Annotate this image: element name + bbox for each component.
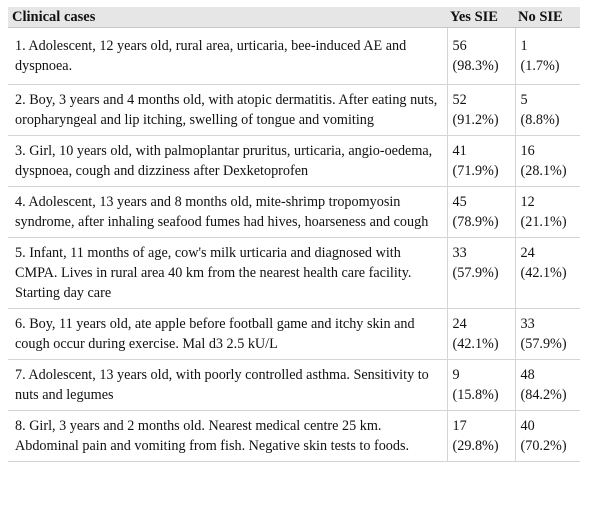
table-row: 7. Adolescent, 13 years old, with poorly… [8,359,580,411]
case-description: 1. Adolescent, 12 years old, rural area,… [8,27,447,85]
no-sie-percent: (57.9%) [520,336,567,352]
case-description: 5. Infant, 11 months of age, cow's milk … [8,237,447,309]
no-sie-count: 48 [520,367,535,383]
case-description: 8. Girl, 3 years and 2 months old. Neare… [8,410,447,462]
yes-sie-percent: (78.9%) [452,214,499,230]
no-sie-percent: (70.2%) [520,438,567,454]
header-no-sie: No SIE [515,7,580,28]
clinical-cases-table-container: Clinical cases Yes SIE No SIE 1. Adolesc… [8,7,580,462]
table-row: 3. Girl, 10 years old, with palmoplantar… [8,135,580,187]
yes-sie-cell: 24 (42.1%) [446,308,515,360]
yes-sie-count: 33 [452,245,467,261]
yes-sie-cell: 17 (29.8%) [446,410,515,462]
no-sie-cell: 12 (21.1%) [514,186,580,238]
no-sie-percent: (42.1%) [520,265,567,281]
no-sie-cell: 1 (1.7%) [514,27,580,85]
yes-sie-count: 45 [452,194,467,210]
table-row: 4. Adolescent, 13 years and 8 months old… [8,186,580,238]
no-sie-cell: 33 (57.9%) [514,308,580,360]
table-row: 8. Girl, 3 years and 2 months old. Neare… [8,410,580,462]
yes-sie-count: 9 [452,367,460,383]
yes-sie-percent: (42.1%) [452,336,499,352]
yes-sie-percent: (15.8%) [452,387,499,403]
case-description: 2. Boy, 3 years and 4 months old, with a… [8,84,447,136]
no-sie-count: 1 [520,38,528,54]
table-row: 1. Adolescent, 12 years old, rural area,… [8,27,580,85]
no-sie-percent: (8.8%) [520,112,560,128]
table-header-row: Clinical cases Yes SIE No SIE [8,7,580,28]
no-sie-percent: (28.1%) [520,163,567,179]
case-description: 3. Girl, 10 years old, with palmoplantar… [8,135,447,187]
yes-sie-count: 56 [452,38,467,54]
yes-sie-count: 17 [452,418,467,434]
no-sie-percent: (1.7%) [520,58,560,74]
no-sie-cell: 48 (84.2%) [514,359,580,411]
no-sie-cell: 16 (28.1%) [514,135,580,187]
no-sie-count: 16 [520,143,535,159]
table-row: 2. Boy, 3 years and 4 months old, with a… [8,84,580,136]
case-description: 6. Boy, 11 years old, ate apple before f… [8,308,447,360]
no-sie-count: 33 [520,316,535,332]
header-yes-sie: Yes SIE [447,7,515,28]
no-sie-percent: (21.1%) [520,214,567,230]
yes-sie-cell: 9 (15.8%) [446,359,515,411]
no-sie-count: 24 [520,245,535,261]
yes-sie-percent: (29.8%) [452,438,499,454]
yes-sie-cell: 41 (71.9%) [446,135,515,187]
yes-sie-count: 41 [452,143,467,159]
yes-sie-cell: 56 (98.3%) [446,27,515,85]
case-description: 7. Adolescent, 13 years old, with poorly… [8,359,447,411]
table-row: 5. Infant, 11 months of age, cow's milk … [8,237,580,309]
no-sie-count: 40 [520,418,535,434]
yes-sie-percent: (91.2%) [452,112,499,128]
table-row: 6. Boy, 11 years old, ate apple before f… [8,308,580,360]
yes-sie-percent: (71.9%) [452,163,499,179]
no-sie-percent: (84.2%) [520,387,567,403]
no-sie-cell: 40 (70.2%) [514,410,580,462]
no-sie-count: 12 [520,194,535,210]
yes-sie-percent: (98.3%) [452,58,499,74]
yes-sie-cell: 52 (91.2%) [446,84,515,136]
no-sie-count: 5 [520,92,528,108]
case-description: 4. Adolescent, 13 years and 8 months old… [8,186,447,238]
yes-sie-count: 24 [452,316,467,332]
clinical-cases-table: Clinical cases Yes SIE No SIE 1. Adolesc… [8,7,580,462]
yes-sie-count: 52 [452,92,467,108]
yes-sie-cell: 45 (78.9%) [446,186,515,238]
header-clinical-cases: Clinical cases [8,7,447,28]
yes-sie-cell: 33 (57.9%) [446,237,515,309]
no-sie-cell: 24 (42.1%) [514,237,580,309]
yes-sie-percent: (57.9%) [452,265,499,281]
no-sie-cell: 5 (8.8%) [514,84,580,136]
